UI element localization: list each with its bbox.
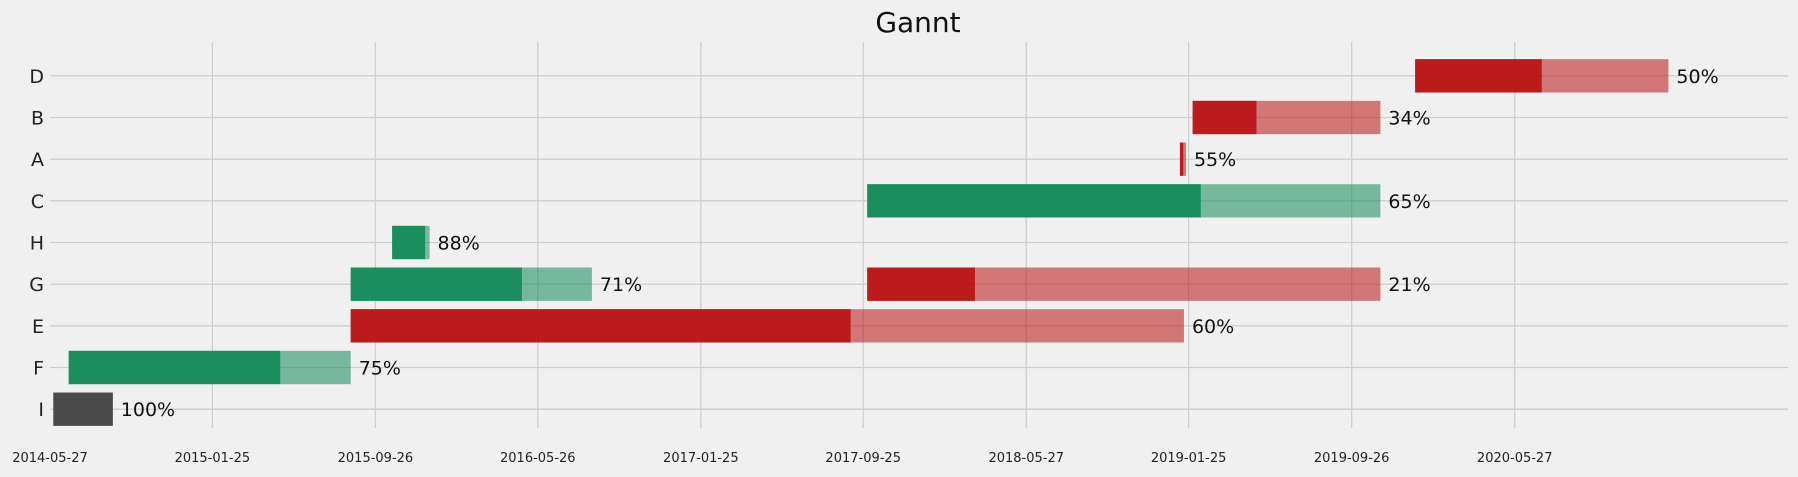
y-tick-label: C [31, 191, 44, 213]
x-tick-label: 2016-05-26 [500, 451, 576, 466]
completion-label: 60% [1192, 316, 1234, 338]
chart-title: Gannt [875, 6, 960, 39]
y-tick-label: I [38, 399, 44, 421]
completion-label: 65% [1388, 191, 1430, 213]
task-bar-completed [1192, 100, 1257, 135]
bar-layer [53, 59, 1669, 426]
completion-label: 88% [438, 233, 480, 255]
completion-label: 50% [1676, 66, 1718, 88]
task-bar-completed [53, 392, 113, 426]
task-bar-completed [68, 350, 281, 385]
completion-label: 21% [1388, 274, 1430, 296]
x-tick-label: 2015-01-25 [175, 451, 251, 466]
x-tick-label: 2018-05-27 [988, 451, 1064, 466]
task-bar-completed [350, 309, 851, 343]
x-tick-label: 2017-09-25 [825, 451, 901, 466]
x-tick-label: 2017-01-25 [663, 451, 739, 466]
x-tick-label: 2015-09-26 [338, 451, 414, 466]
label-layer: 2014-05-27 2015-01-25 2015-09-26 2016-05-26… [12, 66, 1718, 466]
task-bar-completed [392, 225, 426, 260]
y-tick-label: F [33, 358, 44, 380]
task-bar-completed [1179, 142, 1184, 176]
y-tick-label: D [29, 66, 44, 88]
x-tick-label: 2020-05-27 [1477, 451, 1553, 466]
x-tick-label: 2019-01-25 [1151, 451, 1227, 466]
completion-label: 71% [600, 274, 642, 296]
task-bar-completed [350, 267, 522, 301]
task-bar-completed [867, 184, 1201, 218]
x-tick-label: 2014-05-27 [12, 451, 88, 466]
completion-label: 34% [1388, 108, 1430, 130]
task-bar-completed [867, 267, 975, 301]
y-tick-label: A [31, 149, 44, 171]
y-tick-label: B [31, 108, 44, 130]
completion-label: 75% [359, 358, 401, 380]
x-tick-label: 2019-09-26 [1314, 451, 1390, 466]
task-bar-completed [1415, 59, 1542, 93]
y-tick-label: E [32, 316, 44, 338]
completion-label: 100% [121, 399, 175, 421]
y-tick-label: G [29, 274, 44, 296]
y-tick-label: H [30, 233, 44, 255]
completion-label: 55% [1194, 149, 1236, 171]
